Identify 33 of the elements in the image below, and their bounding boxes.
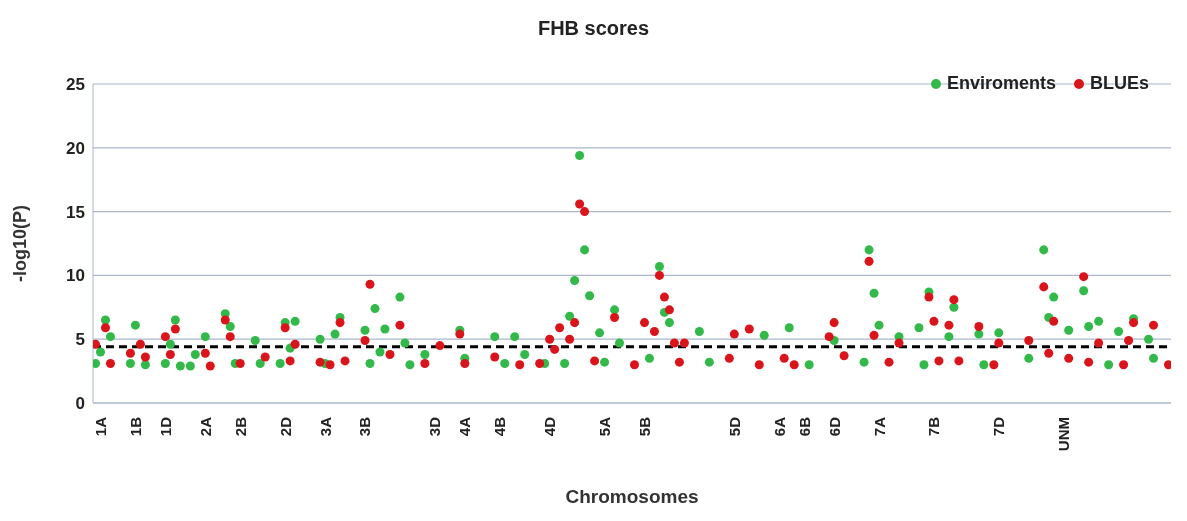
x-tick-label: 2B bbox=[231, 416, 249, 437]
legend-label: Enviroments bbox=[945, 73, 1056, 94]
x-tick-label: 7A bbox=[870, 416, 888, 437]
y-tick-label: 0 bbox=[75, 394, 85, 414]
y-tick-label: 10 bbox=[66, 266, 85, 286]
x-tick-label: 7B bbox=[925, 416, 943, 437]
x-tick-label: 3B bbox=[356, 416, 374, 437]
x-tick-label: 4D bbox=[541, 416, 559, 437]
x-tick-label: 3D bbox=[426, 416, 444, 437]
x-tick-label: 6A bbox=[770, 416, 788, 437]
x-tick-label: 3A bbox=[316, 416, 334, 437]
x-tick-label: 5A bbox=[596, 416, 614, 437]
x-tick-label: 7D bbox=[990, 416, 1008, 437]
y-tick-label: 25 bbox=[66, 75, 85, 95]
chart-title: FHB scores bbox=[536, 16, 651, 41]
x-tick-label: 1B bbox=[126, 416, 144, 437]
x-tick-label: UNM bbox=[1055, 417, 1073, 452]
x-tick-label: 6B bbox=[795, 416, 813, 437]
x-tick-label: 4A bbox=[456, 416, 474, 437]
y-tick-label: 20 bbox=[66, 138, 85, 158]
x-tick-label: 6D bbox=[825, 416, 843, 437]
x-axis-title: Chromosomes bbox=[565, 486, 699, 507]
y-axis-title: -log10(P) bbox=[10, 204, 31, 283]
x-tick-label: 1D bbox=[156, 416, 174, 437]
y-tick-label: 15 bbox=[66, 202, 85, 222]
x-tick-label: 2D bbox=[276, 416, 294, 437]
x-tick-label: 5D bbox=[725, 416, 743, 437]
x-tick-label: 5B bbox=[635, 416, 653, 437]
y-tick-label: 5 bbox=[75, 330, 85, 350]
x-tick-label: 2A bbox=[196, 416, 214, 437]
x-tick-label: 1A bbox=[91, 416, 109, 437]
x-tick-label: 4B bbox=[491, 416, 509, 437]
legend-label: BLUEs bbox=[1089, 73, 1149, 94]
